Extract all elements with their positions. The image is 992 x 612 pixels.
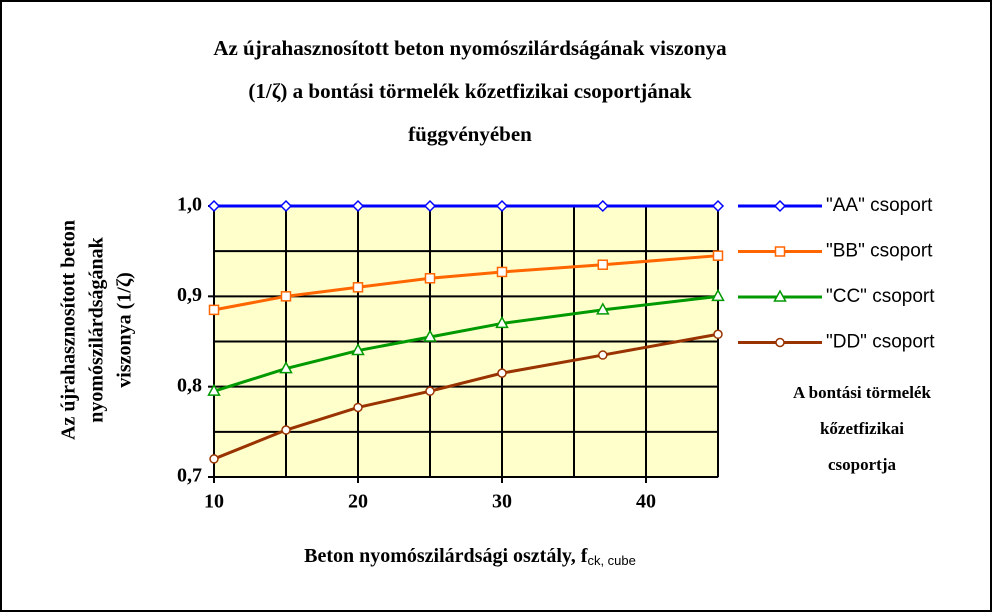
chart-title: (1/ζ) a bontási törmelék kőzetfizikai cs… — [248, 79, 692, 103]
marker — [351, 199, 365, 213]
x-axis-label-text: Beton nyomószilárdsági osztály, f — [304, 545, 588, 567]
y-tick-label: 0,7 — [177, 465, 202, 487]
marker — [712, 250, 724, 261]
legend-label: "AA" csoport — [826, 195, 933, 216]
marker — [281, 425, 291, 435]
y-axis-label: nyomószilárdságának — [86, 236, 108, 422]
x-tick-label: 30 — [492, 491, 512, 513]
chart-title: Az újrahasznosított beton nyomószilárdsá… — [213, 36, 727, 60]
marker — [711, 199, 725, 213]
legend-marker — [774, 246, 786, 257]
marker — [423, 329, 437, 342]
marker — [207, 199, 221, 213]
marker — [423, 199, 437, 213]
marker — [353, 402, 363, 413]
y-tick-label: 0,8 — [177, 374, 202, 396]
x-axis-label-subscript: ck, cube — [587, 553, 635, 568]
legend-label: "CC" csoport — [826, 286, 935, 307]
y-axis-label: viszonya (1/ζ) — [114, 272, 136, 387]
y-tick-label: 1,0 — [177, 194, 202, 216]
marker — [495, 199, 509, 213]
marker — [711, 288, 725, 302]
marker — [207, 383, 221, 396]
marker — [352, 282, 364, 293]
legend-marker — [775, 337, 785, 348]
x-tick-label: 20 — [348, 491, 368, 513]
marker — [280, 291, 292, 302]
x-tick-label: 10 — [204, 491, 224, 513]
marker — [598, 350, 608, 360]
legend-label: "DD" csoport — [826, 332, 935, 353]
legend-title: kőzetfizikai — [820, 419, 904, 438]
marker — [279, 199, 293, 213]
x-axis-label: Beton nyomószilárdsági osztály, fck, cub… — [304, 545, 636, 569]
marker — [713, 329, 723, 340]
legend-marker — [773, 289, 787, 302]
y-tick-label: 0,9 — [177, 284, 202, 306]
legend-title: A bontási törmelék — [793, 383, 931, 402]
marker — [495, 315, 509, 329]
legend-title: csoportja — [828, 455, 896, 474]
marker — [425, 386, 435, 396]
marker — [596, 199, 609, 213]
marker — [351, 342, 365, 356]
legend-label: "BB" csoport — [826, 241, 933, 262]
marker — [597, 259, 609, 270]
marker — [209, 454, 219, 464]
legend-marker — [773, 199, 787, 213]
y-axis-label: Az újrahasznosított beton — [58, 220, 80, 440]
chart-title: függvényében — [408, 122, 532, 146]
marker — [424, 273, 436, 284]
marker — [208, 304, 220, 316]
marker — [279, 361, 293, 374]
marker — [496, 266, 508, 278]
marker — [596, 302, 610, 315]
marker — [497, 368, 507, 378]
x-tick-label: 40 — [636, 491, 656, 513]
